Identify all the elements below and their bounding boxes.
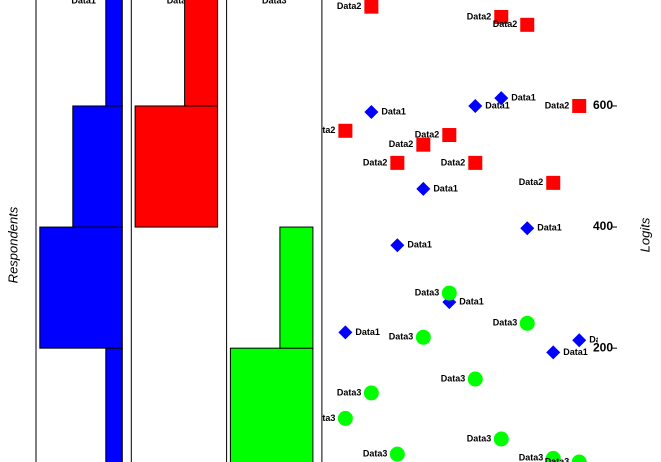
histogram-bar xyxy=(184,0,219,107)
y-axis-title: Respondents xyxy=(5,206,20,283)
histogram-bar xyxy=(105,347,123,462)
marker xyxy=(572,98,587,113)
marker xyxy=(442,128,457,143)
marker xyxy=(520,221,535,236)
point-label: Data3 xyxy=(389,332,414,342)
point-label: Data3 xyxy=(363,449,388,459)
marker xyxy=(441,285,457,301)
point-label: Data1 xyxy=(537,223,562,233)
point-label: Data1 xyxy=(511,92,536,102)
point-label: Data1 xyxy=(563,347,588,357)
y2-axis-title: Logits xyxy=(637,217,652,252)
marker xyxy=(338,123,353,138)
histogram-bar xyxy=(134,105,219,228)
marker xyxy=(519,315,535,331)
marker xyxy=(338,325,353,340)
point-label: Data3 xyxy=(337,387,362,397)
histogram-bar xyxy=(229,347,314,462)
marker xyxy=(546,345,561,360)
marker xyxy=(415,329,431,345)
histogram-bar xyxy=(72,105,123,228)
point-label: Data1 xyxy=(407,240,432,250)
panel-title: Data3 xyxy=(262,0,287,5)
marker xyxy=(546,175,561,190)
point-label: Data1 xyxy=(589,335,614,345)
point-label: Data2 xyxy=(441,157,466,167)
point-label: Data1 xyxy=(355,327,380,337)
point-label: Data3 xyxy=(311,413,336,423)
point-label: Data3 xyxy=(467,433,492,443)
y2-tick-label: 600 xyxy=(593,98,613,112)
marker xyxy=(468,155,483,170)
y2-tick-label: 400 xyxy=(593,219,613,233)
point-label: Data2 xyxy=(467,11,492,21)
marker xyxy=(416,137,431,152)
panel-title: Data2 xyxy=(167,0,192,5)
point-label: Data2 xyxy=(493,19,518,29)
marker xyxy=(493,431,509,447)
marker xyxy=(416,181,431,196)
marker xyxy=(467,371,483,387)
marker xyxy=(468,98,483,113)
y2-tick-label: 200 xyxy=(593,340,613,354)
point-label: Data1 xyxy=(485,100,510,110)
marker xyxy=(520,17,535,32)
point-label: Data2 xyxy=(337,1,362,11)
point-label: Data2 xyxy=(363,157,388,167)
point-label: Data3 xyxy=(519,453,544,462)
marker xyxy=(337,410,353,426)
histogram-bar xyxy=(39,226,123,349)
marker xyxy=(571,454,587,462)
marker xyxy=(494,91,509,106)
marker xyxy=(572,333,587,348)
point-label: Data1 xyxy=(433,183,458,193)
point-label: Data3 xyxy=(441,373,466,383)
marker xyxy=(363,385,379,401)
point-label: Data3 xyxy=(493,318,518,328)
marker xyxy=(390,238,405,253)
point-label: Data1 xyxy=(459,297,484,307)
point-label: Data2 xyxy=(415,129,440,139)
histogram-bar xyxy=(279,226,314,349)
marker xyxy=(494,9,509,24)
point-label: Data2 xyxy=(545,100,570,110)
point-label: Data3 xyxy=(415,287,440,297)
marker xyxy=(390,155,405,170)
marker xyxy=(364,0,379,14)
histogram-bar xyxy=(105,0,123,107)
point-label: Data1 xyxy=(381,106,406,116)
marker xyxy=(364,105,379,120)
point-label: Data3 xyxy=(545,456,570,462)
marker xyxy=(545,450,561,462)
marker xyxy=(389,446,405,462)
point-label: Data2 xyxy=(389,139,414,149)
point-label: Data2 xyxy=(519,177,544,187)
panel-title: Data1 xyxy=(71,0,96,5)
point-label: Data2 xyxy=(311,125,336,135)
